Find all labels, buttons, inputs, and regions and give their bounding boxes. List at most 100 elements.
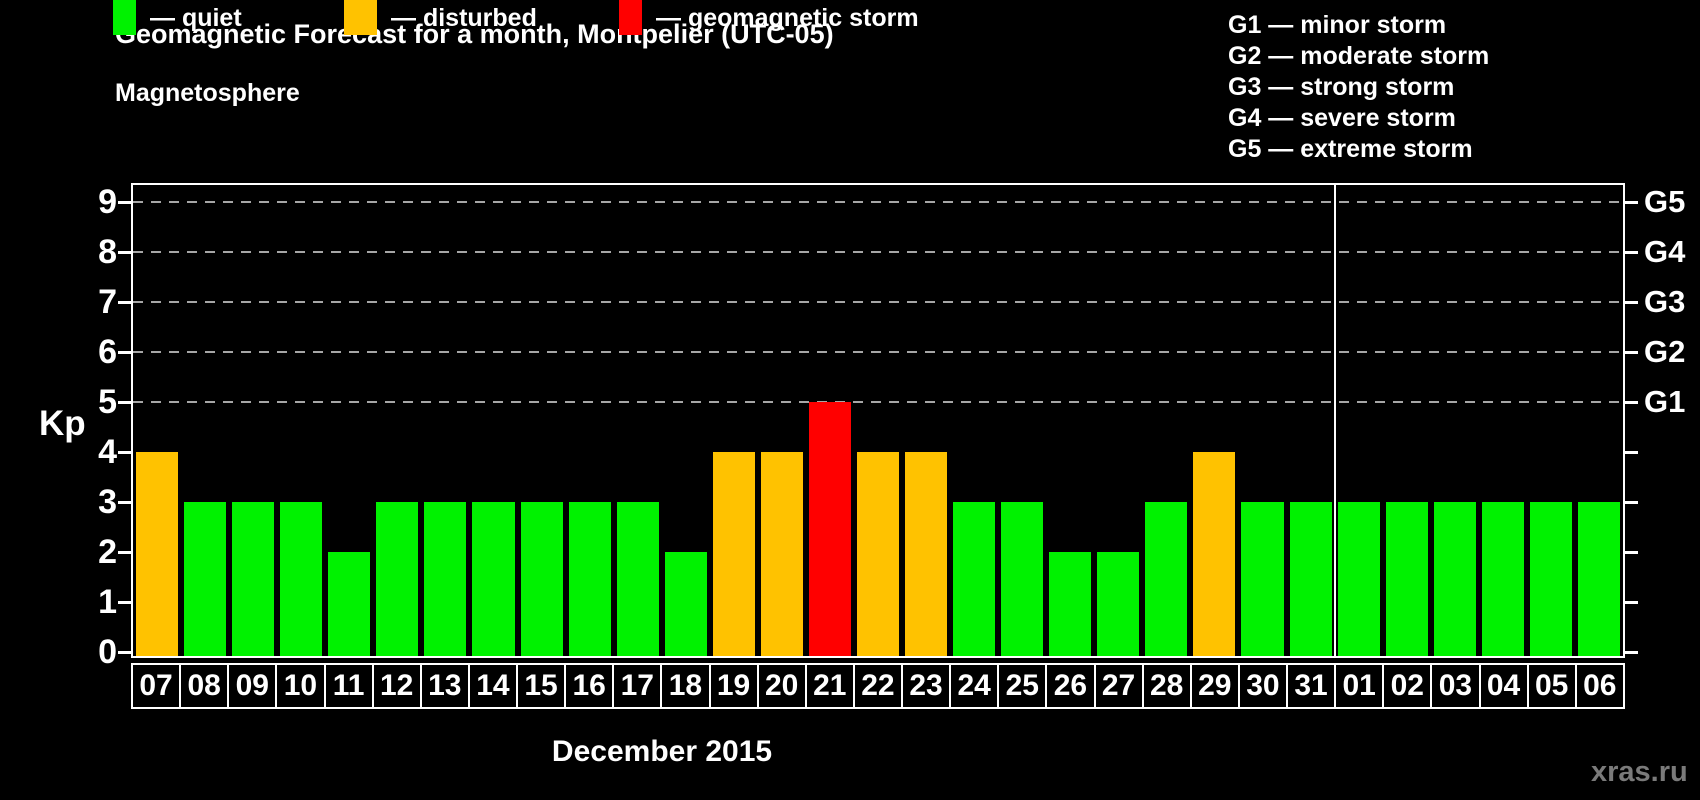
x-axis-month-label: December 2015 xyxy=(551,735,773,768)
g-scale-legend-line: G5 — extreme storm xyxy=(1228,135,1473,163)
bar-day-27 xyxy=(1097,552,1140,656)
kp-tick-label-7: 7 xyxy=(98,283,117,321)
bar-day-22 xyxy=(856,452,900,656)
day-label-18: 18 xyxy=(660,663,711,709)
day-label-09: 09 xyxy=(227,663,278,709)
right-tick-8 xyxy=(1625,251,1638,254)
plot-area xyxy=(131,183,1625,658)
bar-day-07 xyxy=(136,452,179,656)
right-tick-5 xyxy=(1625,401,1638,404)
kp-tick-label-9: 9 xyxy=(98,183,117,221)
gridline-kp-6 xyxy=(133,351,1623,353)
kp-tick-label-1: 1 xyxy=(98,583,117,621)
bar-day-09 xyxy=(232,502,275,656)
left-tick-0 xyxy=(118,651,131,654)
quiet-legend-label: — quiet xyxy=(150,4,242,32)
left-tick-7 xyxy=(118,301,131,304)
day-label-11: 11 xyxy=(323,663,374,709)
right-tick-9 xyxy=(1625,201,1638,204)
bar-day-11 xyxy=(328,552,371,656)
bar-day-19 xyxy=(712,452,755,656)
month-boundary-line xyxy=(1333,185,1336,656)
bar-day-21 xyxy=(808,402,851,656)
gridline-kp-9 xyxy=(133,201,1623,203)
day-label-01: 01 xyxy=(1334,663,1385,709)
day-label-27: 27 xyxy=(1093,663,1144,709)
day-label-19: 19 xyxy=(708,663,759,709)
day-label-20: 20 xyxy=(756,663,807,709)
day-label-21: 21 xyxy=(804,663,855,709)
right-tick-2 xyxy=(1625,551,1638,554)
bar-day-01 xyxy=(1337,502,1380,656)
left-tick-2 xyxy=(118,551,131,554)
g-scale-label-G4: G4 xyxy=(1644,234,1686,269)
day-label-16: 16 xyxy=(564,663,615,709)
magnetosphere-label: Magnetosphere xyxy=(115,79,300,107)
g-scale-legend-line: G1 — minor storm xyxy=(1228,11,1447,39)
g-scale-legend: G1 — minor storm G2 — moderate storm G3 … xyxy=(1228,10,1489,165)
storm-legend-label: — geomagnetic storm xyxy=(656,4,919,32)
day-label-08: 08 xyxy=(179,663,230,709)
g-scale-label-G5: G5 xyxy=(1644,184,1686,219)
kp-tick-label-6: 6 xyxy=(98,333,117,371)
bar-day-25 xyxy=(1001,502,1044,656)
day-label-02: 02 xyxy=(1382,663,1433,709)
g-scale-label-G2: G2 xyxy=(1644,334,1686,369)
gridline-kp-5 xyxy=(133,401,1623,403)
bar-day-08 xyxy=(184,502,227,656)
day-label-07: 07 xyxy=(131,663,182,709)
day-label-04: 04 xyxy=(1478,663,1529,709)
bar-day-30 xyxy=(1241,502,1284,656)
right-tick-7 xyxy=(1625,301,1638,304)
left-tick-1 xyxy=(118,601,131,604)
day-label-06: 06 xyxy=(1574,663,1625,709)
kp-tick-label-5: 5 xyxy=(98,383,117,421)
bar-day-24 xyxy=(953,502,996,656)
quiet-swatch xyxy=(113,0,136,35)
bar-day-13 xyxy=(424,502,467,656)
day-label-14: 14 xyxy=(467,663,518,709)
g-scale-label-G3: G3 xyxy=(1644,284,1686,319)
left-tick-6 xyxy=(118,351,131,354)
bar-day-17 xyxy=(616,502,659,656)
day-label-24: 24 xyxy=(949,663,1000,709)
gridline-kp-7 xyxy=(133,301,1623,303)
left-tick-4 xyxy=(118,451,131,454)
kp-tick-label-2: 2 xyxy=(98,533,117,571)
day-label-29: 29 xyxy=(1189,663,1240,709)
kp-tick-label-4: 4 xyxy=(98,433,117,471)
right-tick-4 xyxy=(1625,451,1638,454)
day-label-31: 31 xyxy=(1286,663,1337,709)
disturbed-legend-label: — disturbed xyxy=(391,4,537,32)
bar-day-10 xyxy=(280,502,323,656)
day-label-28: 28 xyxy=(1141,663,1192,709)
day-label-15: 15 xyxy=(516,663,567,709)
day-label-25: 25 xyxy=(997,663,1048,709)
disturbed-swatch xyxy=(344,0,377,35)
bar-day-05 xyxy=(1529,502,1572,656)
bar-day-14 xyxy=(472,502,515,656)
bar-day-02 xyxy=(1385,502,1428,656)
left-tick-3 xyxy=(118,501,131,504)
day-label-13: 13 xyxy=(419,663,470,709)
left-tick-8 xyxy=(118,251,131,254)
g-scale-label-G1: G1 xyxy=(1644,384,1686,419)
watermark: xras.ru xyxy=(1591,756,1688,788)
kp-tick-label-3: 3 xyxy=(98,483,117,521)
bar-day-03 xyxy=(1433,502,1476,656)
day-label-22: 22 xyxy=(852,663,903,709)
g-scale-legend-line: G4 — severe storm xyxy=(1228,104,1456,132)
right-tick-1 xyxy=(1625,601,1638,604)
day-label-12: 12 xyxy=(371,663,422,709)
x-axis-day-labels: 07 08 09 10 11 12 13 14 15 16 17 18 19 20 21 22 23 24 25 26… xyxy=(131,663,1625,709)
bar-day-18 xyxy=(664,552,707,656)
chart-title: Geomagnetic Forecast for a month, Montpe… xyxy=(115,19,834,49)
bar-day-12 xyxy=(376,502,419,656)
kp-tick-label-8: 8 xyxy=(98,233,117,271)
day-label-03: 03 xyxy=(1430,663,1481,709)
right-tick-0 xyxy=(1625,651,1638,654)
storm-swatch xyxy=(619,0,642,35)
bar-day-28 xyxy=(1145,502,1188,656)
day-label-30: 30 xyxy=(1237,663,1288,709)
